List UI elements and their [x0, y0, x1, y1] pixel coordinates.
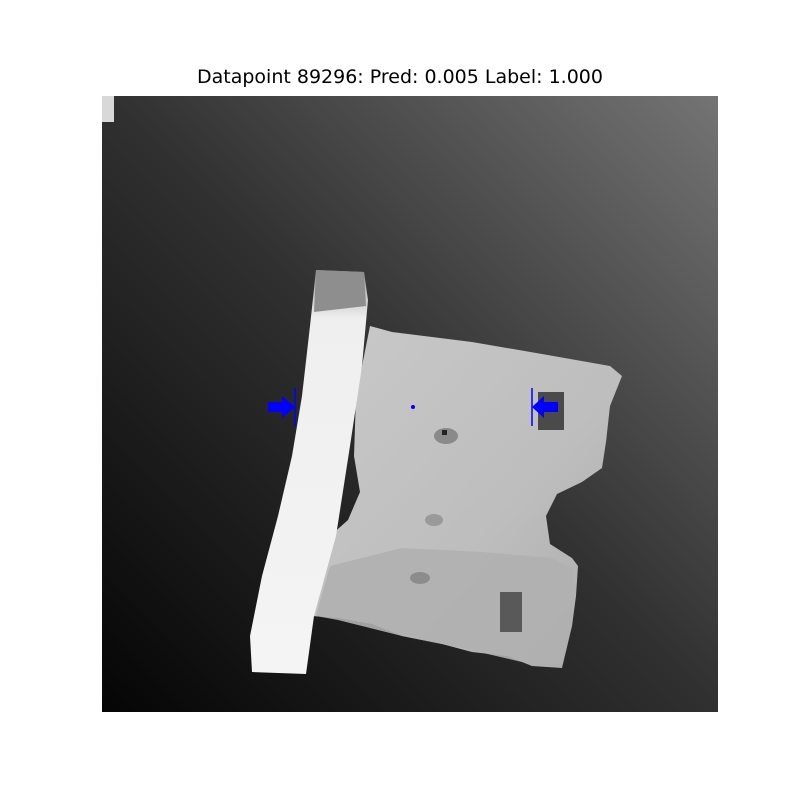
part-flange [250, 270, 368, 674]
figure-title: Datapoint 89296: Pred: 0.005 Label: 1.00… [197, 66, 603, 88]
flange-top-shadow [314, 270, 366, 312]
plate-shadow-lower [316, 548, 574, 664]
grasp-arrow-right [532, 396, 558, 418]
grasp-center-point [411, 405, 415, 409]
hole-lower-right [500, 592, 522, 632]
depth-image-canvas [102, 96, 718, 712]
depth-image [102, 96, 718, 712]
feature-dimple-2 [425, 514, 443, 526]
feature-dimple-3 [410, 572, 430, 584]
grasp-annotation [268, 388, 558, 426]
feature-dimple-1 [434, 428, 458, 444]
feature-dark-pixel [442, 430, 447, 435]
corner-artifact [102, 96, 114, 122]
grasp-arrow-left [268, 396, 295, 418]
